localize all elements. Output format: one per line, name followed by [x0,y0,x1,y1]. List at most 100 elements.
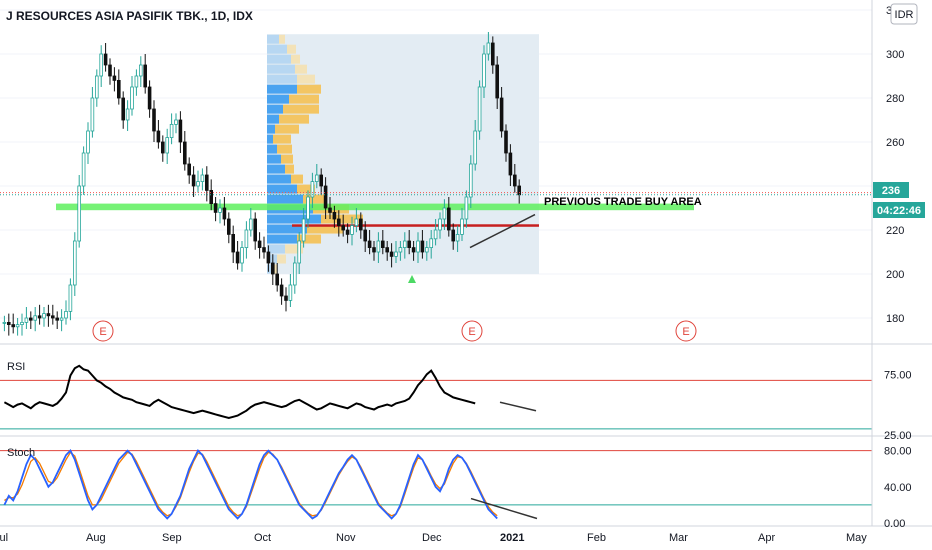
vp-bar-up-18 [267,214,321,224]
time-label-2: Sep [162,532,182,544]
vp-bar-down-19 [307,224,343,234]
vp-bar-up-15 [267,184,297,194]
volume-profile [267,34,539,275]
price-tick-200: 200 [886,269,904,281]
currency-badge[interactable]: IDR [890,3,918,25]
candle-body-48 [213,203,218,213]
chart-title: J RESOURCES ASIA PASIFIK TBK., 1D, IDX [6,9,253,23]
vp-bar-down-7 [283,104,319,114]
candle-body-72 [319,174,323,187]
stoch-tick-0: 80.00 [884,446,912,458]
candle-body-19 [86,130,90,154]
candle-body-109 [482,53,486,88]
vp-bar-up-10 [267,134,273,144]
candle-body-68 [301,218,306,242]
candle-body-32 [143,64,148,88]
candle-body-2 [11,324,16,328]
candle-body-42 [187,163,192,176]
candle-body-115 [508,152,513,176]
candle-body-104 [460,218,464,235]
candle-body-107 [473,130,477,165]
candle-body-69 [306,196,310,220]
candle-body-28 [125,108,130,121]
stoch-k-line [3,449,498,520]
time-label-10: May [846,532,867,544]
candle-body-71 [314,174,319,182]
candle-body-112 [495,64,499,99]
rsi-label: RSI [7,361,25,373]
event-marker-1: E [468,326,475,338]
pane-dividers[interactable] [0,0,932,527]
candle-body-111 [490,42,495,66]
candle-body-64 [284,295,288,301]
countdown-text: 04:22:46 [877,205,921,217]
event-marker-circle-0 [92,320,114,342]
vp-bar-down-14 [291,174,303,184]
candle-body-60 [266,251,271,264]
buy-area-label: PREVIOUS TRADE BUY AREA [544,196,702,208]
rsi-divergence-line [499,401,537,412]
candle-body-24 [108,64,112,77]
price-tick-280: 280 [886,93,904,105]
candle-body-0 [2,321,7,324]
candle-body-57 [253,218,258,242]
vp-bar-up-13 [267,164,285,174]
trend-lines [408,213,536,283]
candle-body-113 [499,97,504,132]
candle-body-88 [389,251,394,257]
candle-body-75 [332,211,337,220]
candle-body-92 [407,240,411,248]
vp-bar-up-16 [267,194,303,204]
resistance-line [292,224,539,227]
vp-bar-down-15 [297,184,315,194]
countdown-tag-bg [873,202,925,218]
candle-body-85 [376,240,381,253]
vp-bar-up-5 [267,84,297,94]
candle-body-49 [218,207,222,213]
rsi-tick-0: 75.00 [884,369,912,381]
candle-body-99 [438,218,442,231]
candle-body-56 [248,218,253,231]
candle-body-23 [103,53,108,66]
candle-body-90 [398,247,403,253]
candle-body-46 [204,174,209,191]
candle-body-18 [81,152,86,187]
candle-body-97 [429,238,433,249]
candle-body-45 [200,174,205,182]
candle-body-47 [209,189,214,204]
stoch-pane[interactable] [0,449,872,520]
candle-body-110 [486,42,491,55]
buy-signal-arrow [408,275,416,283]
candle-body-13 [59,317,64,321]
candle-body-50 [222,207,227,220]
rsi-line [3,364,476,420]
candle-body-38 [169,124,174,139]
last-price-tag-bg [873,182,909,198]
vp-bar-down-21 [285,244,303,254]
vp-bar-down-16 [303,194,327,204]
event-marker-0: E [99,326,106,338]
event-marker-circle-2 [675,320,697,342]
vp-bar-up-2 [267,54,291,64]
price-tick-300: 300 [886,49,904,61]
candle-body-106 [468,163,473,198]
vp-bar-down-11 [277,144,292,154]
candle-body-1 [7,321,11,325]
candle-body-76 [336,218,341,226]
candle-body-40 [178,119,183,143]
candle-body-117 [517,185,521,196]
candle-body-79 [350,225,354,235]
vp-area [267,34,539,275]
candle-body-51 [226,218,231,235]
candle-body-94 [416,240,420,253]
candle-body-91 [402,240,407,248]
vp-bar-up-7 [267,104,283,114]
candle-body-29 [130,86,134,110]
stoch-label: Stoch [7,447,35,459]
candle-body-3 [15,324,20,328]
rsi-pane[interactable] [0,364,872,430]
time-axis[interactable]: Jul Aug Sep Oct Nov Dec 2021 Feb Mar Apr May [0,532,867,544]
